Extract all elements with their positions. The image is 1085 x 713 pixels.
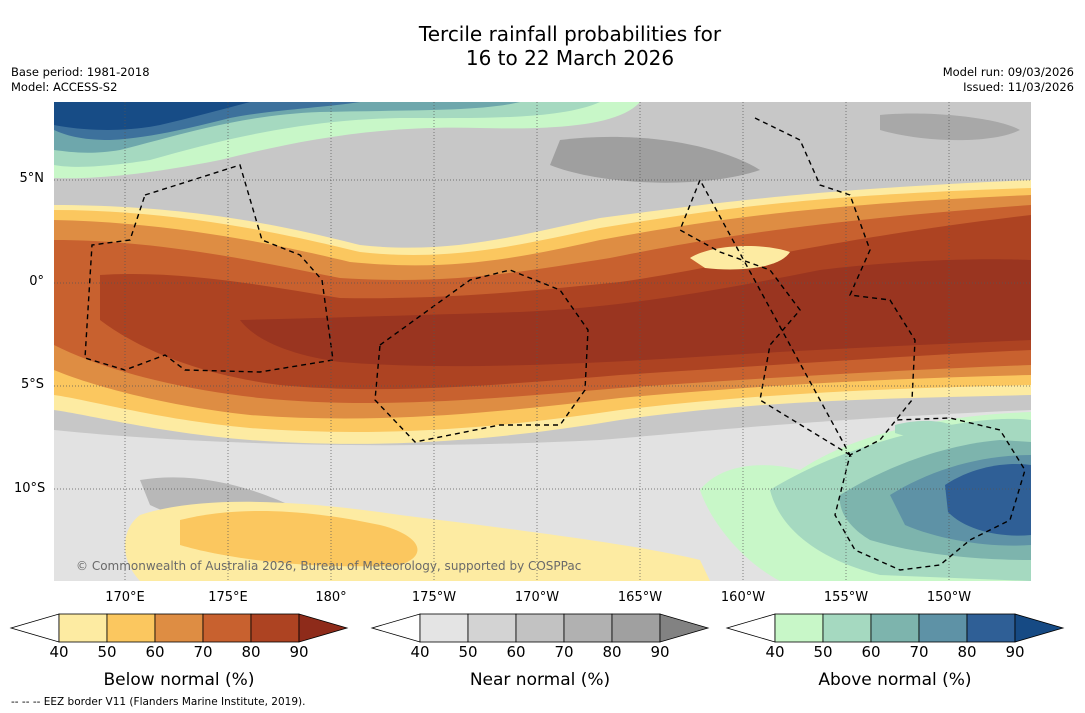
below-normal-colorbar-extend-low xyxy=(9,613,60,643)
lat-label-5n: 5°N xyxy=(19,171,45,186)
above-normal-colorbar-extend-high xyxy=(1014,613,1065,643)
near-normal-colorbar-segment xyxy=(419,613,469,643)
title-line-2: 16 to 22 March 2026 xyxy=(465,46,675,70)
below-normal-tick-label: 70 xyxy=(193,643,213,661)
below-normal-tick-label: 40 xyxy=(49,643,69,661)
above-normal-tick-label: 40 xyxy=(765,643,785,661)
near-normal-colorbar-extend-high xyxy=(659,613,710,643)
chart-title: Tercile rainfall probabilities for 16 to… xyxy=(0,22,1085,70)
above-normal-tick-label: 50 xyxy=(813,643,833,661)
lon-label-175e: 175°E xyxy=(208,590,248,605)
below-normal-colorbar-segment xyxy=(154,613,204,643)
copyright-watermark: © Commonwealth of Australia 2026, Bureau… xyxy=(76,559,582,573)
lon-label-155w: 155°W xyxy=(823,590,869,605)
base-period: Base period: 1981-2018 xyxy=(11,65,150,79)
below-normal-50-south-patch xyxy=(180,510,418,567)
below-normal-tick-label: 80 xyxy=(241,643,261,661)
model-run: Model run: 09/03/2026 xyxy=(942,65,1074,79)
meta-left: Base period: 1981-2018 Model: ACCESS-S2 xyxy=(11,65,150,95)
lon-label-170e: 170°E xyxy=(105,590,145,605)
above-normal-tick-label: 60 xyxy=(861,643,881,661)
near-normal-80-patch xyxy=(550,136,760,183)
eez-border-east xyxy=(679,117,1026,571)
near-normal-colorbar-segment xyxy=(515,613,565,643)
below-normal-40-patch xyxy=(690,246,790,270)
meta-right: Model run: 09/03/2026 Issued: 11/03/2026 xyxy=(943,65,1074,95)
near-normal-70-patch xyxy=(880,113,1020,141)
above-normal-colorbar-segment xyxy=(966,613,1016,643)
lon-label-160w: 160°W xyxy=(720,590,766,605)
lon-label-150w: 150°W xyxy=(926,590,972,605)
near-normal-tick-label: 40 xyxy=(410,643,430,661)
below-normal-tick-label: 90 xyxy=(289,643,309,661)
near-normal-colorbar-segment xyxy=(611,613,661,643)
title-line-1: Tercile rainfall probabilities for xyxy=(418,22,722,46)
near-normal-tick-label: 50 xyxy=(458,643,478,661)
below-normal-tick-label: 60 xyxy=(145,643,165,661)
above-normal-label: Above normal (%) xyxy=(818,670,972,690)
above-normal-tick-label: 70 xyxy=(909,643,929,661)
near-normal-colorbar-segment xyxy=(563,613,613,643)
above-normal-colorbar-extend-low xyxy=(725,613,776,643)
near-normal-colorbar-extend-low xyxy=(370,613,421,643)
near-normal-colorbar-segment xyxy=(467,613,517,643)
above-normal-colorbar-segment xyxy=(822,613,872,643)
eez-border-central xyxy=(374,269,589,443)
eez-footnote: -- -- -- EEZ border V11 (Flanders Marine… xyxy=(11,696,306,708)
eez-border-west xyxy=(84,164,334,373)
lon-label-180: 180° xyxy=(315,590,347,605)
model-name: Model: ACCESS-S2 xyxy=(11,80,118,94)
above-normal-colorbar-segment xyxy=(774,613,824,643)
above-normal-tick-label: 80 xyxy=(957,643,977,661)
above-normal-80-nw xyxy=(54,102,250,130)
lon-label-170w: 170°W xyxy=(514,590,560,605)
below-normal-tick-label: 50 xyxy=(97,643,117,661)
above-normal-80-se xyxy=(945,464,1031,536)
below-normal-90-band xyxy=(240,259,1031,367)
below-normal-colorbar-extend-high xyxy=(298,613,349,643)
above-normal-colorbar-segment xyxy=(918,613,968,643)
near-normal-tick-label: 80 xyxy=(602,643,622,661)
near-normal-tick-label: 70 xyxy=(554,643,574,661)
above-normal-colorbar-segment xyxy=(870,613,920,643)
below-normal-colorbar-segment xyxy=(58,613,108,643)
above-normal-40-patch xyxy=(895,420,960,438)
lat-label-0: 0° xyxy=(29,274,44,289)
below-normal-label: Below normal (%) xyxy=(103,670,255,690)
near-normal-tick-label: 60 xyxy=(506,643,526,661)
near-normal-label: Near normal (%) xyxy=(469,670,611,690)
lat-label-5s: 5°S xyxy=(20,377,44,392)
colorbars xyxy=(9,613,1065,643)
near-normal-tick-label: 90 xyxy=(650,643,670,661)
lon-label-175w: 175°W xyxy=(411,590,457,605)
issued-date: Issued: 11/03/2026 xyxy=(963,80,1074,94)
below-normal-colorbar-segment xyxy=(202,613,252,643)
graticule xyxy=(54,102,1031,581)
lon-label-165w: 165°W xyxy=(617,590,663,605)
below-normal-colorbar-segment xyxy=(106,613,156,643)
lat-label-10s: 10°S xyxy=(14,481,46,496)
above-normal-tick-label: 90 xyxy=(1005,643,1025,661)
below-normal-colorbar-segment xyxy=(250,613,300,643)
